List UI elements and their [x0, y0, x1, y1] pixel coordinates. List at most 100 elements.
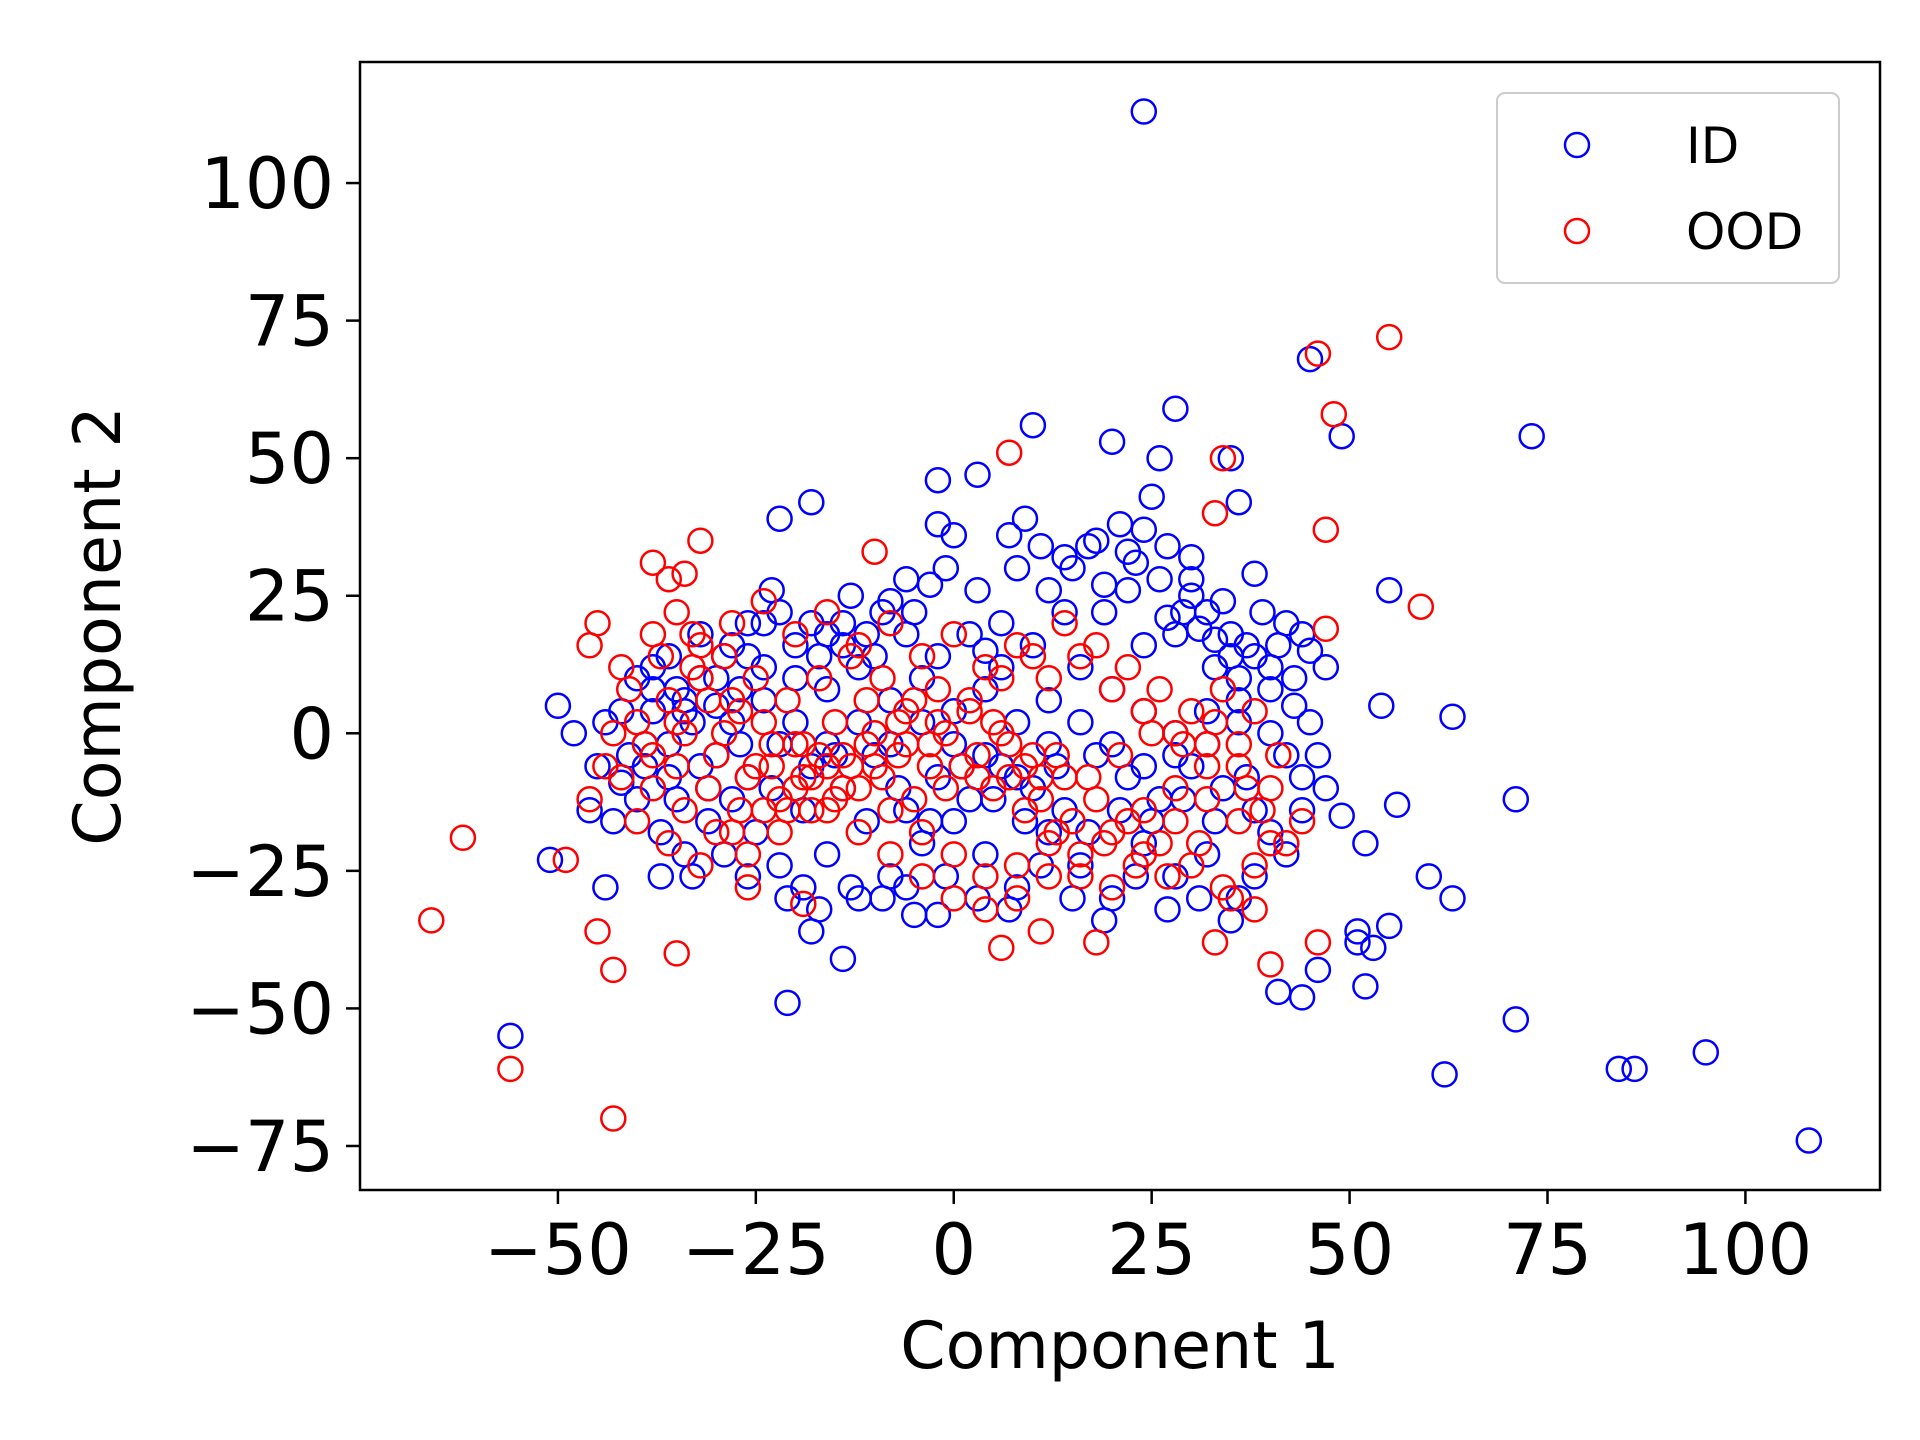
point-ood-135 — [1098, 874, 1126, 901]
point-ood-54 — [1257, 775, 1284, 802]
point-ood-178 — [1138, 720, 1165, 747]
point-ood-46 — [1003, 632, 1031, 659]
point-id-79 — [829, 609, 857, 637]
point-ood-188 — [980, 709, 1007, 736]
point-id-9 — [1225, 488, 1253, 516]
y-tick-label-2: −25 — [186, 831, 334, 913]
point-ood-169 — [853, 687, 880, 714]
point-id-11 — [798, 488, 825, 516]
point-id-47 — [1375, 912, 1403, 940]
point-id-253 — [1257, 654, 1284, 681]
point-id-193 — [893, 874, 920, 901]
point-id-90 — [544, 692, 572, 720]
point-id-30 — [1692, 1039, 1720, 1066]
point-ood-94 — [1067, 841, 1094, 868]
point-ood-183 — [1265, 742, 1292, 769]
point-id-228 — [726, 731, 754, 758]
point-id-207 — [1304, 742, 1332, 769]
point-ood-157 — [710, 643, 738, 670]
point-id-1 — [1518, 422, 1545, 450]
point-ood-170 — [885, 709, 912, 736]
point-id-266 — [861, 643, 888, 670]
point-id-252 — [1225, 687, 1253, 714]
point-id-108 — [1035, 819, 1063, 846]
x-tick-label-3: 25 — [1107, 1209, 1196, 1291]
point-id-127 — [956, 786, 983, 813]
point-id-209 — [1280, 665, 1308, 692]
point-ood-88 — [877, 797, 904, 824]
point-id-101 — [813, 841, 841, 868]
point-ood-105 — [1083, 632, 1110, 659]
point-ood-30 — [1241, 896, 1268, 923]
point-id-261 — [1019, 632, 1047, 659]
point-id-199 — [1090, 907, 1118, 934]
point-ood-171 — [916, 731, 944, 758]
point-id-146 — [908, 665, 936, 692]
point-id-99 — [766, 852, 793, 879]
point-id-23 — [1502, 786, 1530, 813]
point-id-190 — [805, 896, 833, 923]
legend-label-ood: OOD — [1686, 203, 1803, 261]
point-id-18 — [1241, 560, 1268, 587]
point-ood-198 — [805, 742, 833, 769]
point-id-70 — [1003, 554, 1031, 582]
point-id-163 — [1146, 565, 1173, 593]
point-ood-78 — [576, 786, 603, 813]
point-id-201 — [1154, 896, 1181, 923]
point-ood-52 — [1193, 731, 1221, 758]
point-id-57 — [1217, 621, 1245, 648]
point-ood-23 — [734, 874, 762, 901]
point-id-35 — [774, 989, 801, 1017]
point-ood-90 — [940, 841, 968, 868]
point-id-213 — [1201, 808, 1229, 835]
point-ood-161 — [600, 720, 627, 747]
point-id-63 — [1154, 604, 1181, 631]
legend: ID OOD — [1496, 92, 1840, 284]
point-id-29 — [1621, 1055, 1648, 1083]
point-id-0 — [1130, 98, 1158, 125]
point-ood-202 — [742, 753, 770, 780]
point-id-39 — [924, 901, 952, 929]
point-id-151 — [1067, 654, 1094, 681]
point-ood-122 — [687, 852, 714, 879]
point-ood-204 — [710, 720, 738, 747]
x-axis-label: Component 1 — [900, 1309, 1339, 1384]
point-id-159 — [1217, 643, 1245, 670]
point-id-67 — [1075, 532, 1102, 560]
point-id-91 — [560, 720, 588, 747]
point-id-204 — [1241, 863, 1268, 890]
point-id-184 — [600, 808, 627, 835]
y-tick-label-0: −75 — [186, 1106, 334, 1188]
point-id-170 — [964, 576, 991, 604]
point-ood-192 — [900, 786, 928, 813]
point-id-24 — [1415, 863, 1443, 890]
point-ood-0 — [1375, 323, 1403, 351]
point-ood-127 — [845, 819, 873, 846]
point-id-179 — [687, 621, 714, 648]
point-id-187 — [710, 841, 738, 868]
point-id-103 — [877, 863, 904, 890]
point-id-86 — [655, 731, 683, 758]
point-id-10 — [1138, 483, 1165, 510]
point-id-237 — [750, 687, 778, 714]
point-id-142 — [782, 632, 809, 659]
point-ood-117 — [703, 819, 730, 846]
point-ood-60 — [1146, 830, 1173, 857]
point-id-53 — [1312, 654, 1340, 681]
points-layer — [418, 98, 1823, 1154]
point-id-73 — [940, 521, 968, 549]
point-id-74 — [932, 554, 960, 582]
point-ood-14 — [418, 907, 445, 934]
point-ood-39 — [782, 621, 809, 648]
point-ood-201 — [758, 731, 785, 758]
point-ood-132 — [1003, 852, 1031, 879]
point-ood-138 — [1193, 786, 1221, 813]
point-ood-199 — [790, 764, 817, 791]
point-ood-119 — [639, 775, 667, 802]
point-id-40 — [1304, 956, 1332, 984]
point-id-232 — [608, 698, 635, 725]
point-ood-124 — [750, 797, 778, 824]
point-id-20 — [1439, 703, 1466, 731]
point-ood-118 — [671, 797, 698, 824]
